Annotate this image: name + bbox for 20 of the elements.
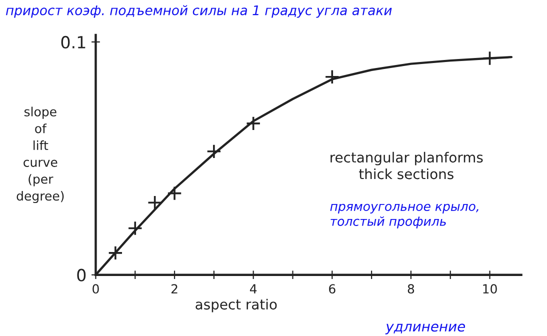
point [324, 69, 340, 84]
x-tick-label: 2 [171, 284, 178, 294]
x-tick-label: 10 [483, 284, 497, 294]
y-axis-title: slope of lift curve (per degree) [16, 106, 64, 204]
x-tick-label: 0 [92, 284, 99, 294]
annotation: прямоугольное крыло, толстый профиль [330, 204, 478, 228]
y-tick-label: 0.1 [61, 36, 86, 48]
chart-title: прирост коэф. подъемной силы на 1 градус угла атаки [6, 5, 392, 18]
point [167, 186, 182, 201]
x-tick-label: 8 [408, 284, 414, 294]
point [108, 245, 123, 260]
point [128, 220, 143, 236]
point [246, 116, 261, 131]
text: удлинение [385, 324, 466, 334]
point [147, 195, 162, 210]
x-axis-title: aspect ratio [196, 298, 277, 312]
point [206, 144, 222, 159]
x-tick-label: 6 [329, 284, 336, 294]
annotation: rectangular planforms thick sections [330, 152, 483, 180]
x-tick-label: 4 [250, 284, 257, 294]
